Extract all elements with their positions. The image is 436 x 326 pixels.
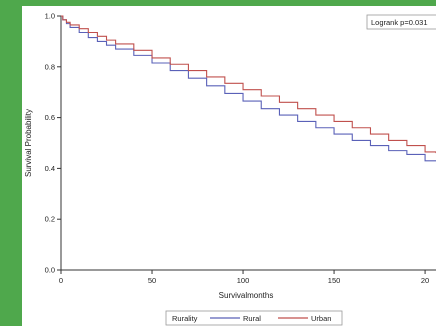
x-tick-label: 20 [421,276,429,285]
series-layer [61,15,436,162]
logrank-annotation: Logrank p=0.031 [371,18,428,27]
legend-box [165,310,343,326]
series-line-urban [61,15,436,154]
y-tick-label: 0.8 [45,62,55,71]
legend-label-urban: Urban [311,314,331,323]
x-axis-ticks: 0 50 100 150 20 [59,270,429,285]
y-tick-label: 0.4 [45,164,55,173]
x-tick-label: 50 [148,276,156,285]
y-axis-ticks: 0.0 0.2 0.4 0.6 0.8 1.0 [45,12,61,275]
y-tick-label: 0.2 [45,215,55,224]
legend-title: Rurality [172,314,198,323]
series-line-rural [61,15,436,162]
annotation-box [366,14,436,30]
y-axis-title: Survival Probability [24,109,33,177]
x-tick-label: 150 [328,276,341,285]
chart-panel [22,6,436,326]
y-tick-label: 0.0 [45,266,55,275]
x-tick-label: 0 [59,276,63,285]
x-axis-title: Survivalmonths [219,291,274,300]
y-tick-label: 0.6 [45,113,55,122]
y-tick-label: 1.0 [45,12,55,21]
legend-label-rural: Rural [243,314,261,323]
x-tick-label: 100 [237,276,250,285]
